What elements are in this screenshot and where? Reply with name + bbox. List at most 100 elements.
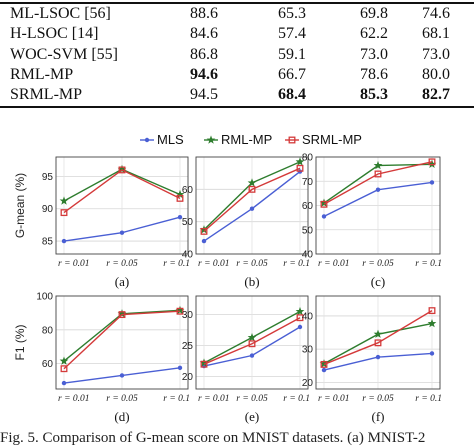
value-cell: 66.7 <box>278 66 306 83</box>
x-tick-label: r = 0.05 <box>362 259 394 269</box>
data-point <box>427 318 437 328</box>
y-tick-label: 60 <box>42 359 54 370</box>
data-point <box>375 187 381 192</box>
data-point <box>295 306 305 316</box>
legend-marker-square <box>288 136 296 144</box>
data-point <box>199 358 209 367</box>
results-table: ML-LSOC [56] 88.6 65.3 69.8 74.6 H-LSOC [14] 8… <box>0 0 474 110</box>
value-cell: 85.3 <box>360 86 388 103</box>
data-point <box>247 178 257 187</box>
method-cell: SRML-MP <box>10 86 83 103</box>
legend-marker-circle <box>144 137 150 143</box>
value-cell: 94.6 <box>190 66 218 83</box>
panel-label: (b) <box>244 274 259 289</box>
x-tick-label: r = 0.05 <box>236 259 268 269</box>
table-row: H-LSOC [14] 84.6 57.4 62.2 68.1 <box>0 24 474 44</box>
legend-label: SRML-MP <box>302 132 362 147</box>
y-tick-label: 25 <box>182 341 194 352</box>
method-cell: H-LSOC [14] <box>10 25 99 42</box>
method-cell: RML-MP <box>10 66 74 83</box>
x-tick-label: r = 0.1 <box>163 394 190 404</box>
y-tick-label: 30 <box>302 345 314 356</box>
y-axis-label: G-mean (%) <box>13 173 27 238</box>
x-tick-label: r = 0.05 <box>236 394 268 404</box>
data-point <box>248 185 256 193</box>
data-point <box>429 180 435 185</box>
panel-label: (e) <box>245 409 259 424</box>
legend-marker-star <box>206 135 216 144</box>
value-cell: 57.4 <box>278 25 306 42</box>
y-tick-label: 80 <box>42 325 54 336</box>
data-point <box>118 166 126 174</box>
plot-frame <box>55 156 189 255</box>
data-point <box>248 340 256 348</box>
data-point <box>321 367 327 373</box>
y-tick-label: 50 <box>182 217 194 228</box>
value-cell: 80.0 <box>422 66 450 83</box>
data-point <box>176 307 184 315</box>
y-tick-label: 20 <box>182 372 194 383</box>
x-tick-label: r = 0.1 <box>163 259 190 269</box>
value-cell: 73.0 <box>360 46 388 63</box>
data-point <box>177 365 183 371</box>
data-point <box>319 359 329 368</box>
table-bottom-rule <box>0 106 474 108</box>
series-line <box>323 161 433 205</box>
plot-frame <box>315 156 441 255</box>
x-tick-label: r = 0.1 <box>415 394 442 404</box>
data-point <box>201 238 207 244</box>
data-point <box>59 356 69 365</box>
data-point <box>117 309 127 318</box>
y-tick-label: 70 <box>302 177 314 188</box>
value-cell: 65.3 <box>278 5 306 22</box>
legend-label: RML-MP <box>221 132 272 147</box>
y-tick-label: 90 <box>42 204 54 215</box>
legend-svg: MLS RML-MP SRML-MP <box>140 132 362 147</box>
data-point <box>321 214 327 219</box>
data-point <box>428 158 436 166</box>
table-top-rule <box>0 2 474 4</box>
plot-frame <box>315 295 441 390</box>
data-point <box>119 230 125 235</box>
y-tick-label: 95 <box>42 172 54 183</box>
data-point <box>247 332 257 342</box>
y-tick-label: 20 <box>302 378 314 389</box>
data-point <box>61 238 67 244</box>
y-tick-label: 30 <box>182 310 194 321</box>
table-row: SRML-MP 94.5 68.4 85.3 82.7 <box>0 85 474 105</box>
data-point <box>175 305 185 315</box>
value-cell: 68.1 <box>422 25 450 42</box>
x-tick-label: r = 0.1 <box>415 259 442 269</box>
value-cell: 88.6 <box>190 5 218 22</box>
data-point <box>249 206 255 211</box>
data-point <box>60 365 68 373</box>
data-point <box>296 314 304 322</box>
y-tick-label: 50 <box>302 225 314 236</box>
value-cell: 74.6 <box>422 5 450 22</box>
value-cell: 78.6 <box>360 66 388 83</box>
legend-label: MLS <box>157 132 184 147</box>
data-point <box>427 159 437 168</box>
data-point <box>119 373 125 378</box>
data-point <box>373 160 383 170</box>
data-point <box>373 329 383 338</box>
panel-label: (d) <box>114 409 129 424</box>
x-tick-label: r = 0.01 <box>198 394 229 404</box>
x-tick-label: r = 0.01 <box>318 394 349 404</box>
method-cell: WOC-SVM [55] <box>10 46 118 63</box>
value-cell: 73.0 <box>422 46 450 63</box>
data-point <box>199 225 209 234</box>
data-point <box>295 157 305 166</box>
value-cell: 69.8 <box>360 5 388 22</box>
table-row: WOC-SVM [55] 86.8 59.1 73.0 73.0 <box>0 45 474 65</box>
x-tick-label: r = 0.05 <box>362 394 394 404</box>
y-tick-label: 40 <box>302 311 314 322</box>
data-point <box>60 209 68 217</box>
data-point <box>320 360 328 368</box>
series-line <box>63 310 181 370</box>
data-point <box>375 354 381 360</box>
data-point <box>296 164 304 172</box>
data-point <box>175 189 185 199</box>
